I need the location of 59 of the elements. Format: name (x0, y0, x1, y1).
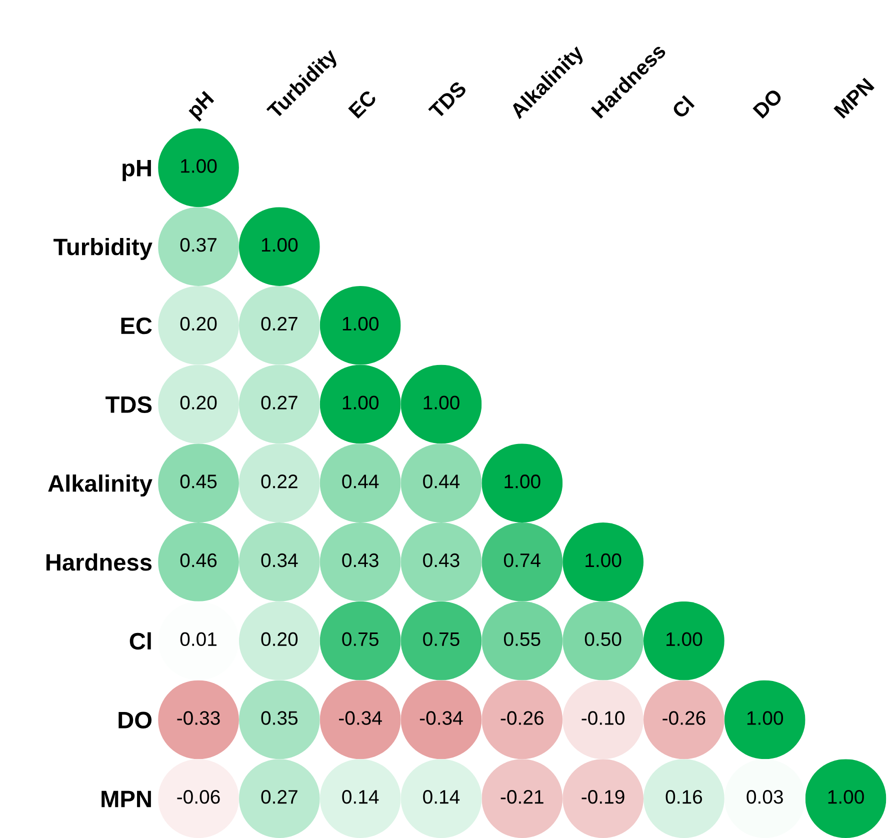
data-label: 1.00 (504, 474, 540, 488)
data-label: -0.21 (500, 790, 544, 804)
data-label: 0.46 (180, 553, 217, 568)
y-tick-label: EC (121, 317, 152, 334)
data-label: 0.27 (261, 316, 298, 331)
y-tick-label: TDS (106, 396, 152, 414)
data-label: -0.06 (177, 790, 220, 804)
data-label: -0.34 (339, 711, 382, 725)
data-label: 1.00 (181, 159, 217, 173)
y-tick-label: Cl (130, 632, 151, 650)
data-label: 0.44 (423, 474, 460, 488)
data-label: 0.44 (342, 474, 379, 488)
data-label: 0.20 (261, 632, 298, 646)
data-label: 0.34 (261, 553, 298, 568)
data-label: 0.22 (261, 474, 298, 488)
data-label: 0.16 (666, 790, 702, 804)
data-label: 0.75 (423, 632, 460, 646)
data-label: 0.45 (180, 474, 217, 488)
data-label: 1.00 (342, 316, 378, 331)
data-label: -0.33 (177, 711, 220, 725)
data-label: 1.00 (424, 396, 460, 410)
y-tick-label: Hardness (46, 553, 152, 571)
y-tick-label: pH (122, 160, 151, 182)
data-label: 0.37 (180, 238, 216, 252)
data-label: 0.27 (261, 790, 298, 804)
data-label: 0.43 (342, 553, 378, 568)
data-label: 0.27 (261, 396, 298, 410)
data-label: 0.14 (423, 790, 460, 804)
data-label: -0.26 (662, 711, 706, 725)
y-tick-label: DO (118, 712, 152, 728)
data-label: 0.50 (584, 632, 622, 646)
data-label: 0.75 (342, 632, 378, 646)
data-label: 1.00 (747, 711, 784, 725)
x-tick-label: Cl (670, 95, 695, 120)
y-tick-label: Turbidity (54, 238, 152, 260)
x-tick-label: pH (186, 90, 218, 122)
data-label: -0.19 (582, 790, 624, 804)
data-label: 0.01 (180, 632, 216, 646)
data-label: 0.20 (180, 396, 217, 410)
data-label: 0.43 (423, 553, 460, 568)
x-tick-label: TDS (428, 80, 468, 120)
data-label: -0.34 (420, 711, 463, 725)
data-label: 0.14 (342, 790, 379, 804)
data-label: 0.55 (504, 632, 540, 646)
data-label: 1.00 (828, 790, 864, 804)
data-label: 0.03 (746, 790, 783, 804)
data-label: 0.35 (261, 711, 298, 725)
x-tick-label: DO (752, 88, 784, 119)
y-tick-label: Alkalinity (48, 474, 152, 497)
data-label: -0.10 (582, 711, 624, 725)
data-label: -0.26 (500, 711, 544, 725)
data-label: 1.00 (666, 632, 702, 646)
data-label: 1.00 (342, 396, 378, 410)
data-label: 1.00 (586, 553, 622, 568)
x-tick-label: EC (348, 89, 378, 119)
y-tick-label: MPN (102, 790, 151, 808)
data-label: 1.00 (262, 238, 298, 252)
data-label: 0.20 (180, 316, 217, 331)
data-label: 0.74 (504, 553, 540, 568)
